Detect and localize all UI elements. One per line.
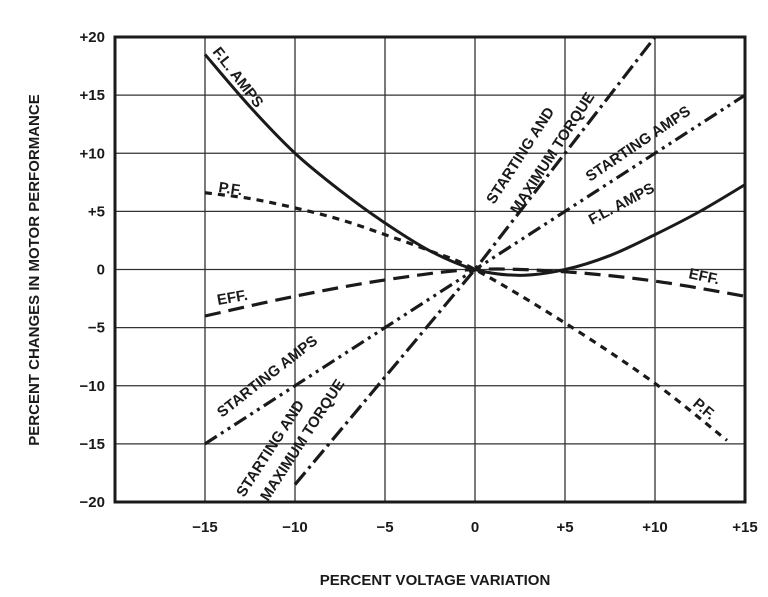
grid — [115, 36, 746, 503]
x-axis-label: PERCENT VOLTAGE VARIATION — [320, 572, 551, 589]
series-annotation: STARTING AMPS — [583, 103, 694, 186]
x-tick-label: −5 — [376, 519, 393, 536]
x-tick-label: −15 — [192, 519, 217, 536]
y-tick-label: 0 — [97, 262, 105, 279]
y-tick-label: −5 — [88, 320, 105, 337]
series-line-starting-and-maximum-torque — [293, 36, 657, 486]
y-tick-label: +20 — [80, 29, 105, 46]
series-lines — [203, 36, 746, 486]
series-annotation: P.F. — [689, 395, 718, 423]
y-tick-label: +15 — [80, 87, 105, 104]
series-annotation: P.F. — [217, 179, 243, 199]
series-line-p-f — [204, 191, 728, 442]
series-annotation: EFF. — [216, 287, 249, 309]
series-annotation: F.L. AMPS — [209, 44, 267, 111]
x-tick-label: +15 — [732, 519, 757, 536]
y-tick-label: +10 — [80, 145, 105, 162]
x-tick-label: +5 — [556, 519, 573, 536]
x-tick-labels: −15 −10 −5 0 +5 +10 +15 — [192, 519, 757, 536]
y-axis-label: PERCENT CHANGES IN MOTOR PERFORMANCE — [26, 94, 43, 445]
x-tick-label: 0 — [471, 519, 479, 536]
y-tick-label: +5 — [88, 203, 105, 220]
series-annotation: EFF. — [687, 265, 721, 288]
x-tick-label: −10 — [282, 519, 307, 536]
y-tick-labels: +20 +15 +10 +5 0 −5 −10 −15 −20 — [80, 29, 105, 511]
series-line-starting-amps — [204, 93, 746, 446]
x-tick-label: +10 — [642, 519, 667, 536]
y-tick-label: −10 — [80, 378, 105, 395]
annotations: F.L. AMPS F.L. AMPS P.F. P.F. EFF. EFF. STARTI… — [209, 44, 721, 504]
y-tick-label: −15 — [80, 436, 105, 453]
y-tick-label: −20 — [80, 494, 105, 511]
plot-border — [113, 35, 747, 504]
series-annotation: F.L. AMPS — [586, 180, 658, 229]
